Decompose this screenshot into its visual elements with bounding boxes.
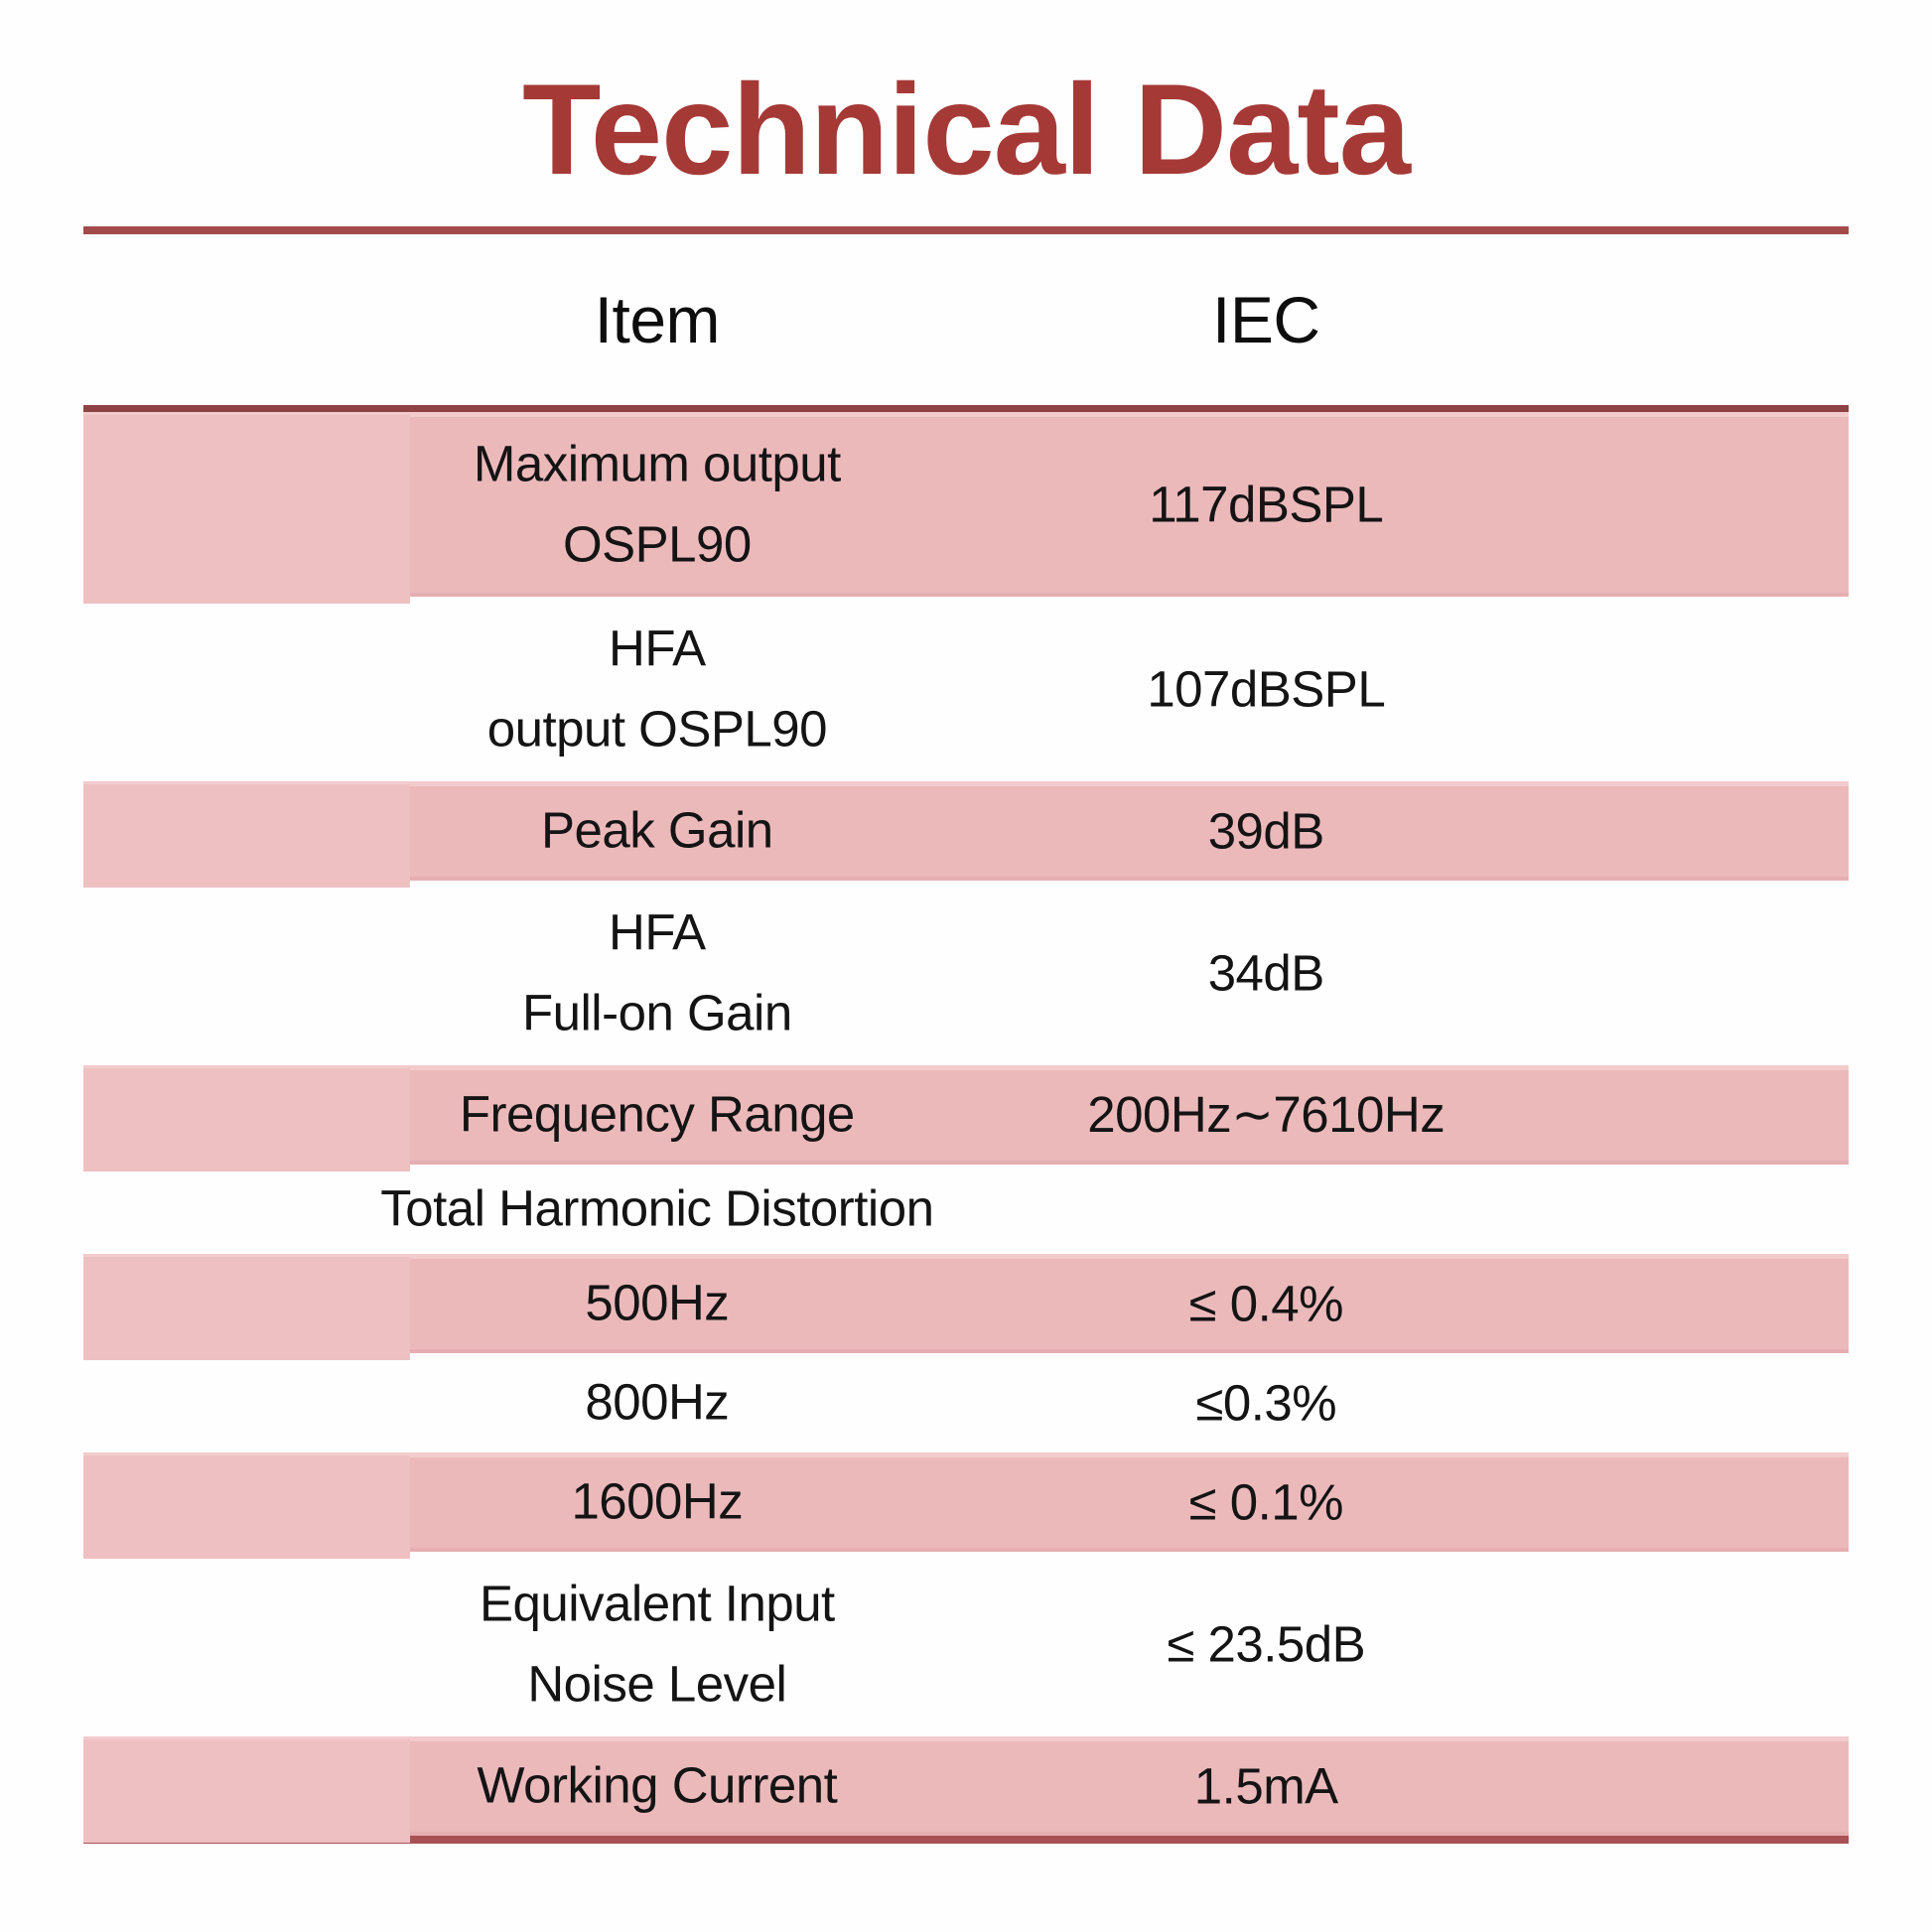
title-underline (83, 226, 1849, 234)
table-row: HFA Full-on Gain 34dB (83, 881, 1849, 1065)
table-body: Maximum output OSPL90 117dBSPL HFA output … (83, 412, 1849, 1843)
row-item-label: Equivalent Input Noise Level (479, 1575, 835, 1712)
row-value: 34dB (1207, 944, 1325, 1002)
table-row: Peak Gain 39dB (83, 781, 1849, 888)
column-header-item: Item (594, 283, 721, 356)
table-row: 800Hz ≤0.3% (83, 1353, 1849, 1452)
table-row: 1600Hz ≤ 0.1% (83, 1452, 1849, 1559)
row-item-label: Maximum output OSPL90 (473, 435, 841, 572)
row-item-label: 800Hz (585, 1373, 730, 1431)
row-value: 39dB (1207, 802, 1325, 860)
row-value: ≤ 0.4% (1188, 1275, 1344, 1332)
table-row: Working Current 1.5mA (83, 1736, 1849, 1843)
table-row: HFA output OSPL90 107dBSPL (83, 597, 1849, 781)
row-item-label: Frequency Range (459, 1085, 855, 1143)
row-item-label: Peak Gain (541, 801, 773, 859)
page-title: Technical Data (522, 57, 1411, 202)
row-item-label: Working Current (477, 1756, 838, 1814)
row-item-label: 1600Hz (571, 1472, 744, 1530)
header-divider-line (83, 405, 1849, 412)
table-bottom-line (83, 1836, 1849, 1844)
technical-data-table: Item IEC Maximum output OSPL90 117dBSPL HF… (83, 234, 1849, 1844)
row-item-label: HFA Full-on Gain (521, 903, 792, 1040)
table-header-row: Item IEC (83, 234, 1849, 405)
row-value: ≤0.3% (1195, 1374, 1337, 1432)
row-value: ≤ 0.1% (1188, 1473, 1344, 1531)
table-row: Total Harmonic Distortion (83, 1165, 1849, 1254)
row-value: 200Hz∼7610Hz (1087, 1086, 1446, 1143)
table-row: Equivalent Input Noise Level ≤ 23.5dB (83, 1552, 1849, 1736)
row-value: 1.5mA (1193, 1757, 1338, 1815)
row-value: 117dBSPL (1149, 476, 1384, 533)
row-item-label: 500Hz (585, 1274, 730, 1331)
row-item-label: HFA output OSPL90 (486, 620, 828, 757)
column-header-iec: IEC (1211, 283, 1320, 356)
row-value: ≤ 23.5dB (1167, 1615, 1366, 1673)
row-value: 107dBSPL (1147, 660, 1386, 718)
table-row: Frequency Range 200Hz∼7610Hz (83, 1065, 1849, 1172)
table-row: Maximum output OSPL90 117dBSPL (83, 412, 1849, 604)
table-row: 500Hz ≤ 0.4% (83, 1254, 1849, 1360)
row-item-label: Total Harmonic Distortion (380, 1179, 934, 1237)
